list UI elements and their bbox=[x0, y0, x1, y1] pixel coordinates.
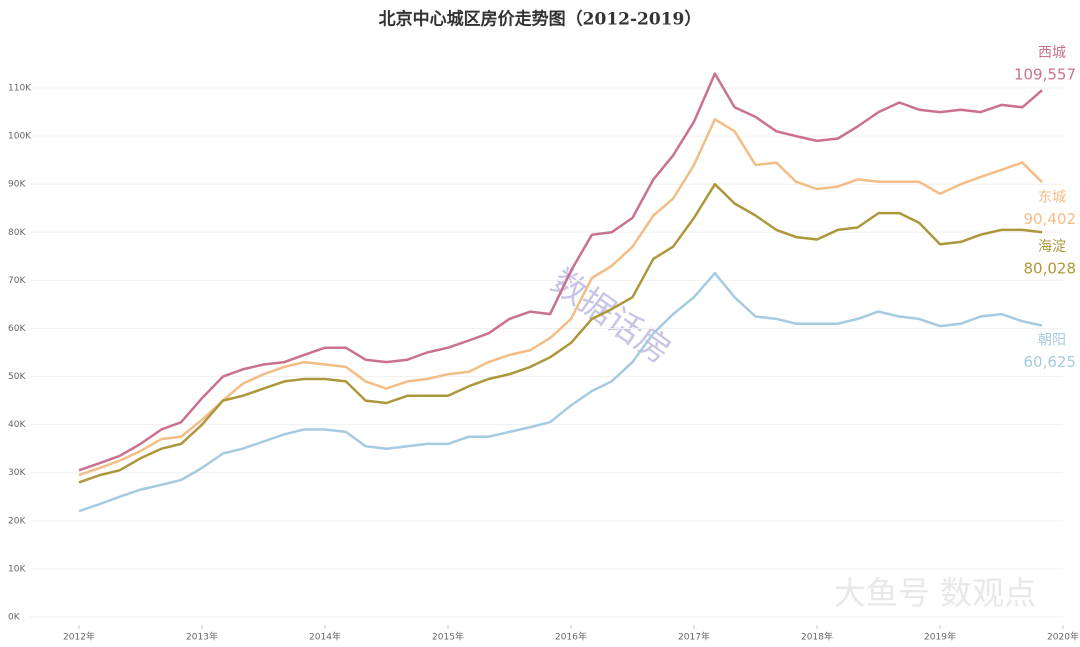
end-value-label: 80,028 bbox=[1024, 260, 1077, 278]
x-tick-label: 2019年 bbox=[924, 631, 956, 643]
legend-label: 海淀 bbox=[1038, 239, 1066, 255]
y-tick-label: 0K bbox=[8, 613, 21, 623]
y-tick-label: 100K bbox=[8, 132, 32, 142]
series-line bbox=[78, 72, 1043, 472]
y-tick-label: 30K bbox=[8, 468, 26, 478]
watermark: 数据话房 bbox=[544, 261, 678, 372]
legend-label: 西城 bbox=[1038, 45, 1066, 61]
y-tick-label: 20K bbox=[8, 516, 26, 526]
y-tick-label: 80K bbox=[8, 228, 26, 238]
series-line bbox=[78, 271, 1043, 513]
x-tick-label: 2017年 bbox=[678, 631, 710, 643]
series-line bbox=[78, 118, 1043, 477]
y-tick-label: 40K bbox=[8, 420, 26, 430]
y-tick-label: 10K bbox=[8, 564, 26, 574]
x-tick-label: 2018年 bbox=[801, 631, 833, 643]
x-tick-label: 2016年 bbox=[555, 631, 587, 643]
x-tick-label: 2012年 bbox=[63, 631, 95, 643]
x-tick-label: 2014年 bbox=[309, 631, 341, 643]
x-tick-label: 2013年 bbox=[186, 631, 218, 643]
x-tick-label: 2015年 bbox=[432, 631, 464, 643]
y-tick-label: 70K bbox=[8, 276, 26, 286]
series-line bbox=[78, 182, 1043, 484]
end-value-label: 109,557 bbox=[1014, 66, 1076, 84]
watermark: 大鱼号 数观点 bbox=[834, 574, 1036, 612]
y-tick-label: 90K bbox=[8, 180, 26, 190]
legend-label: 朝阳 bbox=[1038, 332, 1066, 348]
legend-label: 东城 bbox=[1038, 189, 1066, 205]
end-value-label: 90,402 bbox=[1024, 210, 1077, 228]
x-tick-label: 2020年 bbox=[1047, 631, 1079, 643]
chart-title: 北京中心城区房价走势图（2012-2019） bbox=[379, 9, 702, 30]
y-tick-label: 50K bbox=[8, 372, 26, 382]
end-value-label: 60,625 bbox=[1024, 353, 1077, 371]
y-tick-label: 60K bbox=[8, 324, 26, 334]
y-tick-label: 110K bbox=[8, 84, 32, 94]
